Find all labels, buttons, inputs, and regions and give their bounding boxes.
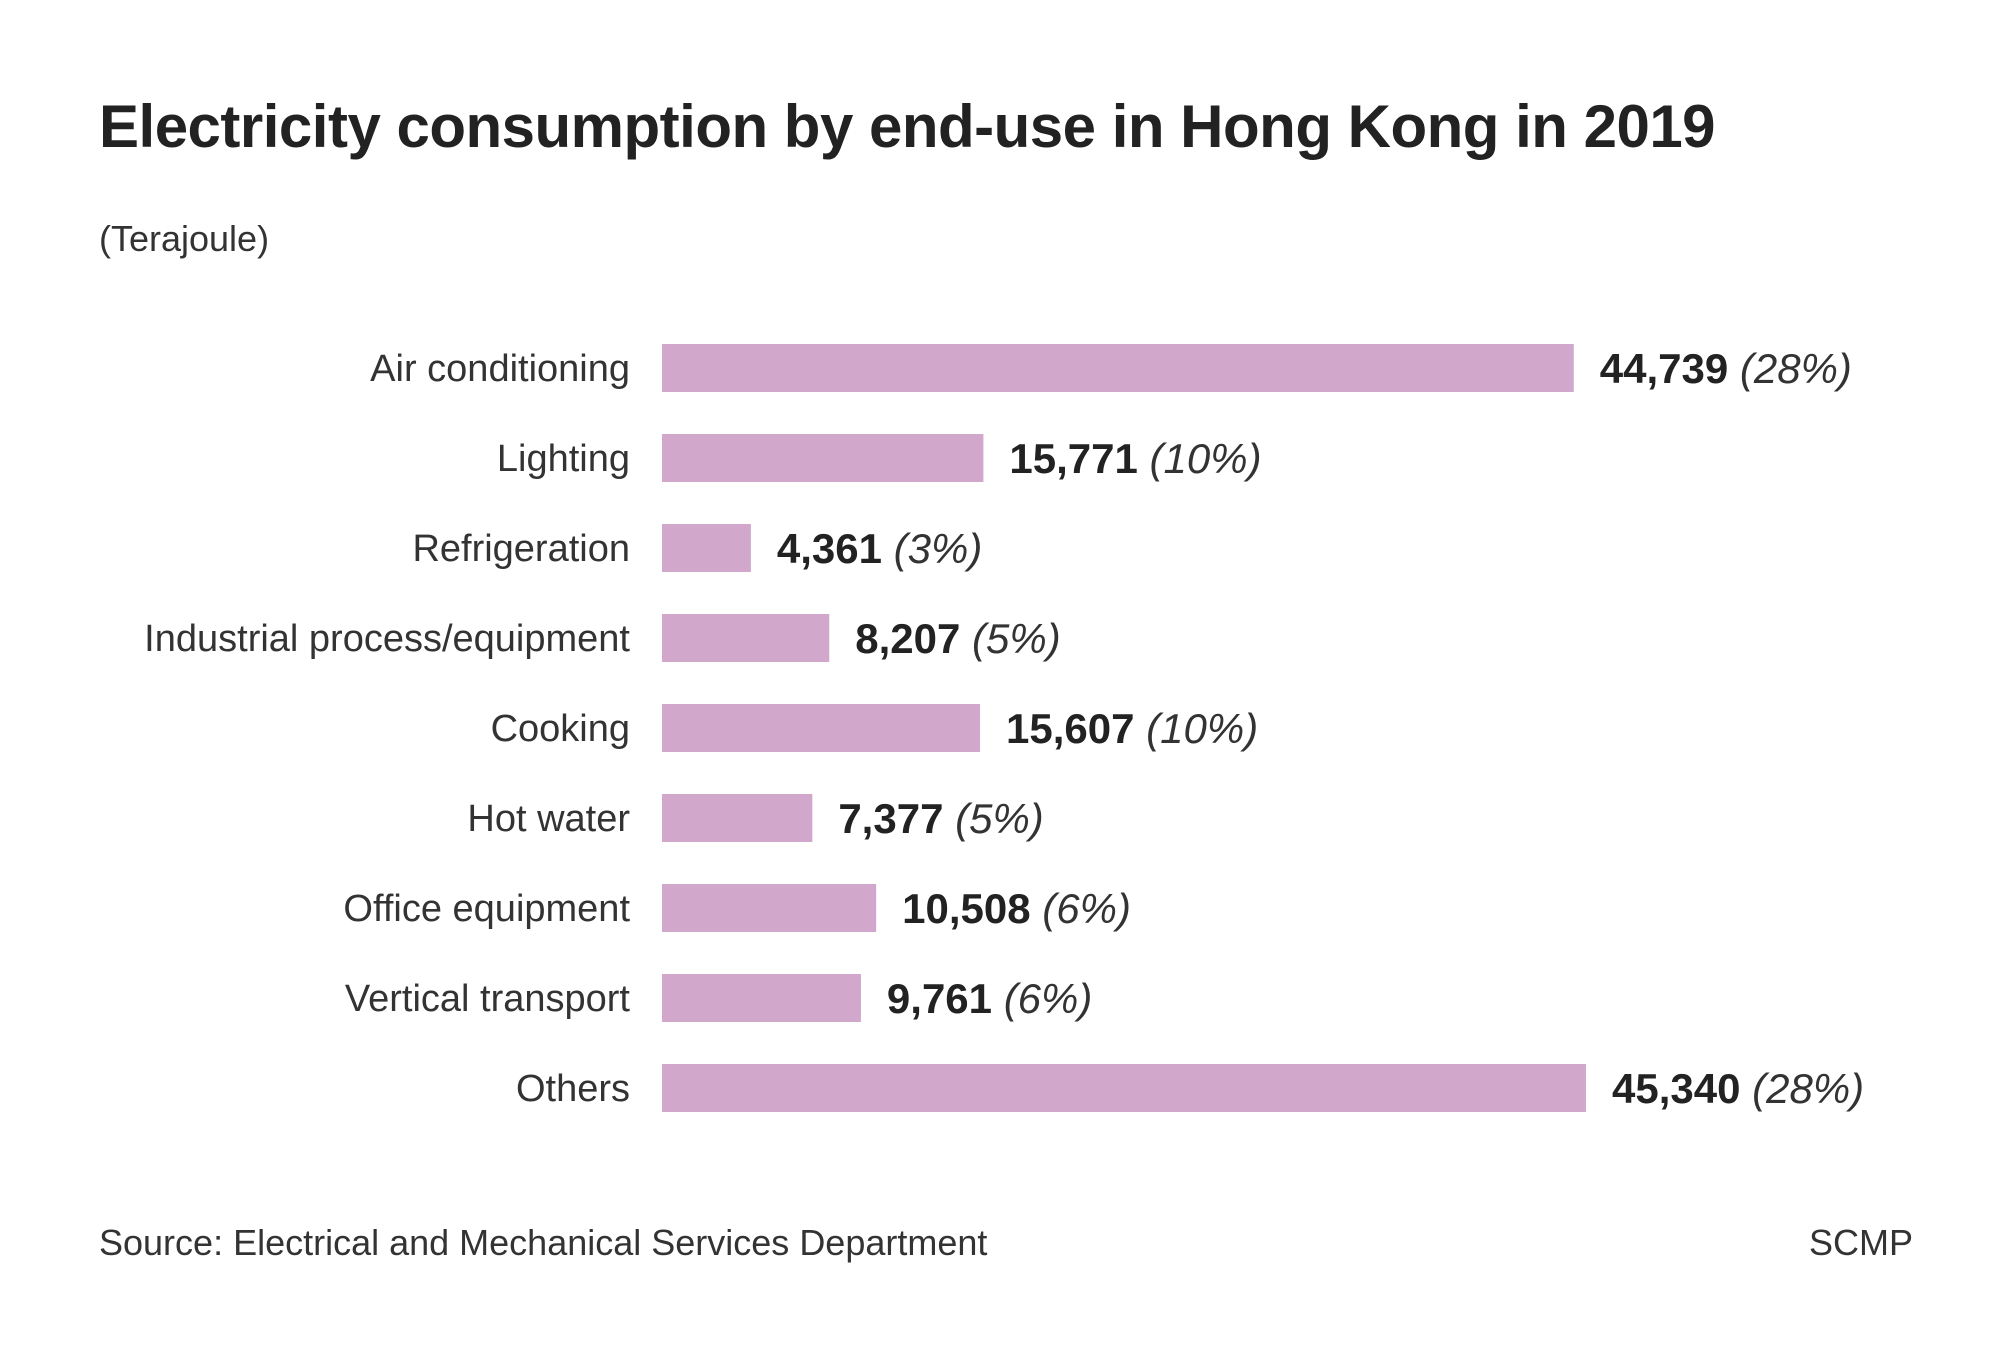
percent-label: (10%): [1135, 705, 1259, 752]
bar: [662, 974, 861, 1022]
value-label: 4,361 (3%): [777, 525, 982, 572]
bar: [662, 614, 830, 662]
bar: [662, 434, 984, 482]
value-number: 4,361: [777, 525, 882, 572]
category-label: Industrial process/equipment: [144, 618, 630, 660]
percent-label: (28%): [1740, 1065, 1864, 1112]
percent-label: (10%): [1138, 435, 1262, 482]
value-number: 10,508: [902, 885, 1030, 932]
source-note: Source: Electrical and Mechanical Servic…: [99, 1222, 988, 1263]
bar: [662, 704, 981, 752]
unit-label: (Terajoule): [99, 218, 270, 259]
category-label: Air conditioning: [370, 348, 630, 390]
value-number: 7,377: [838, 795, 943, 842]
bar: [662, 1064, 1586, 1112]
value-number: 44,739: [1600, 345, 1728, 392]
value-number: 15,771: [1009, 435, 1137, 482]
category-label: Office equipment: [343, 888, 630, 930]
value-label: 45,340 (28%): [1612, 1065, 1864, 1112]
category-label: Cooking: [491, 708, 630, 750]
value-number: 8,207: [855, 615, 960, 662]
bar: [662, 794, 813, 842]
category-label: Vertical transport: [345, 978, 631, 1020]
value-number: 9,761: [887, 975, 992, 1022]
value-number: 15,607: [1006, 705, 1134, 752]
bar: [662, 344, 1574, 392]
value-label: 9,761 (6%): [887, 975, 1092, 1022]
category-label: Others: [516, 1068, 630, 1110]
value-label: 15,771 (10%): [1009, 435, 1261, 482]
brand-label: SCMP: [1808, 1222, 1913, 1263]
value-label: 10,508 (6%): [902, 885, 1131, 932]
value-label: 8,207 (5%): [855, 615, 1060, 662]
percent-label: (5%): [943, 795, 1043, 842]
category-label: Refrigeration: [412, 528, 630, 570]
value-label: 15,607 (10%): [1006, 705, 1258, 752]
bar: [662, 524, 751, 572]
value-label: 7,377 (5%): [838, 795, 1043, 842]
percent-label: (6%): [992, 975, 1092, 1022]
category-label: Hot water: [467, 798, 630, 840]
percent-label: (3%): [882, 525, 982, 572]
percent-label: (28%): [1728, 345, 1852, 392]
bar: [662, 884, 877, 932]
percent-label: (5%): [960, 615, 1060, 662]
chart-title: Electricity consumption by end-use in Ho…: [99, 93, 1716, 160]
percent-label: (6%): [1031, 885, 1131, 932]
category-label: Lighting: [497, 438, 630, 480]
value-number: 45,340: [1612, 1065, 1740, 1112]
value-label: 44,739 (28%): [1600, 345, 1852, 392]
